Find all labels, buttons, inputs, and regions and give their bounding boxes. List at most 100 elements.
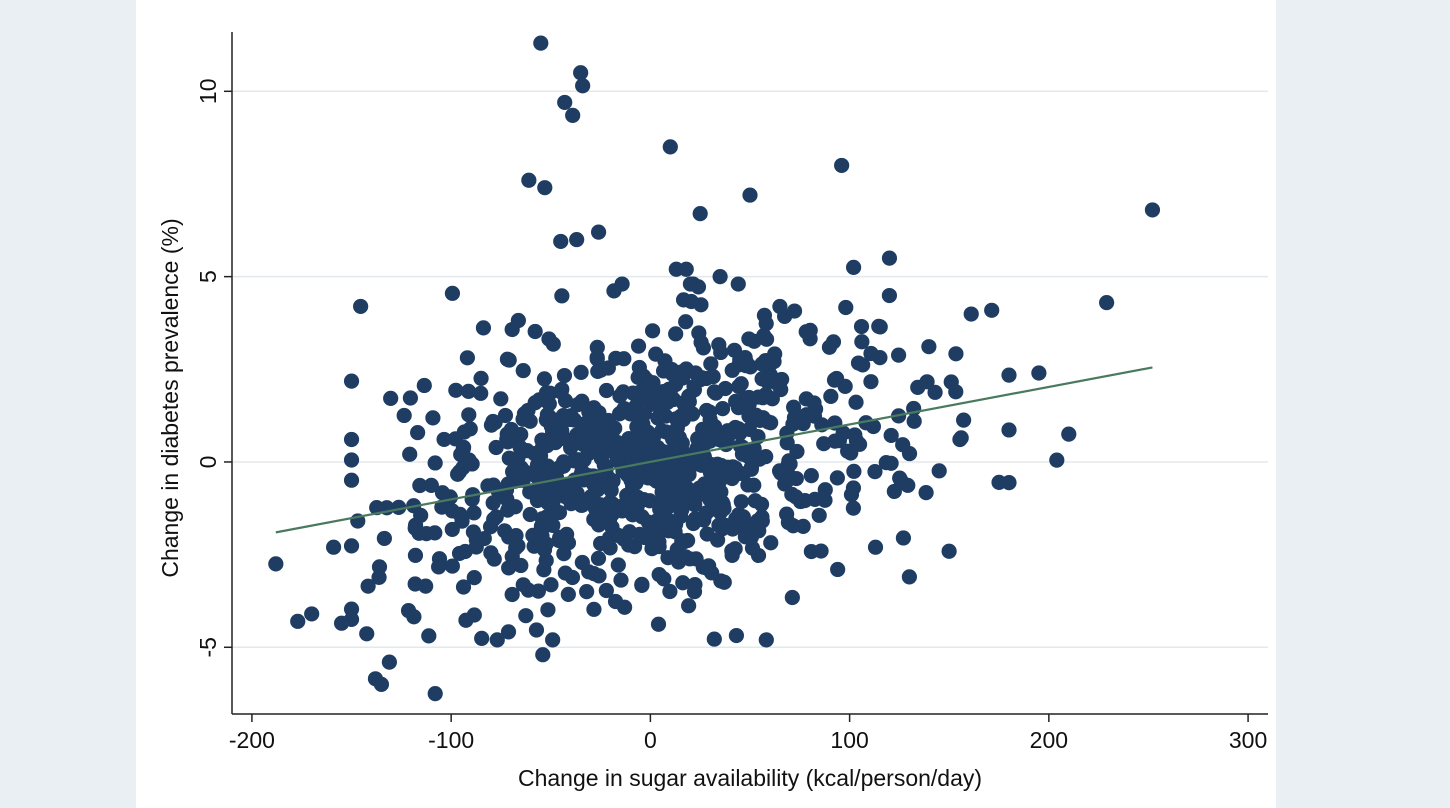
data-point xyxy=(838,299,854,316)
data-point xyxy=(500,434,516,450)
data-point xyxy=(863,345,879,362)
data-point xyxy=(671,466,687,482)
data-point-outlier xyxy=(590,224,607,240)
data-point xyxy=(906,413,922,429)
data-point xyxy=(725,459,741,475)
data-point xyxy=(431,559,447,575)
data-point xyxy=(854,334,870,350)
data-point xyxy=(474,630,490,646)
data-point xyxy=(711,474,727,490)
data-point xyxy=(956,412,972,428)
data-point xyxy=(412,477,428,494)
data-point xyxy=(727,419,743,436)
data-point xyxy=(504,548,520,565)
data-point xyxy=(427,525,443,541)
data-point xyxy=(713,344,729,361)
data-point xyxy=(473,370,489,386)
data-point xyxy=(487,414,503,431)
data-point xyxy=(813,543,829,559)
y-tick-label: 5 xyxy=(195,270,221,283)
data-point-outlier xyxy=(573,65,589,81)
data-point xyxy=(453,446,469,463)
data-point xyxy=(703,356,719,372)
data-point xyxy=(560,432,576,449)
data-point xyxy=(553,384,569,400)
data-point xyxy=(662,583,678,600)
data-point xyxy=(687,576,703,593)
data-point xyxy=(668,326,684,342)
figure-panel: -200 -100 0 100 200 300 -5 0 5 10 Change in sugar… xyxy=(136,0,1276,808)
data-point xyxy=(1001,367,1017,383)
data-point xyxy=(675,395,691,411)
data-point-outlier xyxy=(553,233,569,250)
data-point xyxy=(594,510,610,526)
data-point xyxy=(746,333,762,349)
data-point-outlier xyxy=(557,94,573,111)
data-point xyxy=(673,508,689,524)
data-point xyxy=(846,463,862,479)
data-point xyxy=(476,530,492,547)
data-point xyxy=(646,520,663,536)
data-point xyxy=(488,439,504,456)
data-point-outlier xyxy=(881,250,898,266)
data-point xyxy=(416,377,432,394)
data-point xyxy=(482,519,499,535)
data-point xyxy=(811,507,827,523)
data-point xyxy=(614,498,631,514)
data-point xyxy=(457,543,473,560)
data-point xyxy=(863,374,879,390)
data-point xyxy=(675,575,691,591)
data-point xyxy=(892,470,908,486)
data-point xyxy=(690,279,707,295)
data-point xyxy=(803,468,819,484)
data-point xyxy=(556,456,572,472)
data-point-outlier xyxy=(290,613,306,629)
data-point xyxy=(483,545,499,561)
data-point xyxy=(779,435,795,451)
data-points xyxy=(268,35,1161,702)
data-point xyxy=(625,385,641,401)
data-point xyxy=(542,385,558,401)
data-point xyxy=(635,416,651,432)
data-point xyxy=(343,431,360,448)
ticks: -200 -100 0 100 200 300 -5 0 5 10 xyxy=(195,79,1267,753)
data-point xyxy=(383,390,399,406)
data-point-outlier xyxy=(1144,202,1161,218)
data-point xyxy=(359,626,375,642)
data-point xyxy=(515,362,531,379)
data-point xyxy=(465,524,482,540)
data-point xyxy=(704,565,720,581)
data-point xyxy=(760,414,776,430)
data-point-outlier xyxy=(373,676,390,692)
data-point xyxy=(442,489,458,505)
data-point-outlier xyxy=(427,686,443,702)
data-point xyxy=(551,414,567,430)
data-point xyxy=(621,537,637,553)
data-point xyxy=(728,511,744,527)
data-point-outlier xyxy=(326,539,342,555)
data-point xyxy=(560,586,576,602)
data-point xyxy=(343,452,360,468)
data-point xyxy=(537,463,553,479)
x-tick-label: 0 xyxy=(644,727,657,753)
data-point xyxy=(890,347,907,363)
data-point xyxy=(353,298,369,315)
data-point xyxy=(789,443,805,460)
data-point xyxy=(522,506,538,523)
data-point xyxy=(606,283,622,299)
data-point xyxy=(738,354,755,371)
data-point-outlier xyxy=(304,606,320,622)
data-point xyxy=(452,506,468,522)
data-point xyxy=(867,463,883,480)
data-point xyxy=(855,357,871,373)
data-point xyxy=(578,427,594,443)
data-point xyxy=(817,482,833,498)
data-point xyxy=(574,497,590,513)
data-point-outlier xyxy=(742,187,758,203)
data-point xyxy=(835,425,851,441)
data-point xyxy=(726,342,743,358)
data-point xyxy=(883,427,899,444)
data-point xyxy=(371,559,388,575)
data-point xyxy=(402,390,419,406)
data-point xyxy=(421,628,437,644)
